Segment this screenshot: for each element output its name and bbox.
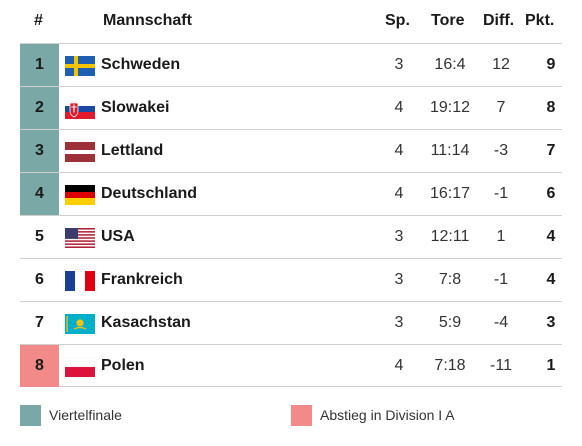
games-cell: 4 <box>394 142 404 159</box>
diff-cell: -1 <box>493 271 509 288</box>
points-cell: 1 <box>546 357 556 374</box>
points-cell: 7 <box>546 142 556 159</box>
table-header: # Mannschaft Sp. Tore Diff. Pkt. <box>0 0 582 42</box>
points-cell: 9 <box>546 56 556 73</box>
table-row: 4 Deutschland 4 16:17 -1 6 <box>20 172 562 215</box>
latvia-flag-icon <box>65 142 95 162</box>
kazakhstan-flag-icon <box>65 314 95 334</box>
team-name: Kasachstan <box>101 314 191 331</box>
germany-flag-icon <box>65 185 95 205</box>
table-row: 1 Schweden 3 16:4 12 9 <box>20 43 562 86</box>
diff-cell: -1 <box>493 185 509 202</box>
goals-cell: 11:14 <box>430 142 470 159</box>
legend-relegation-label: Abstieg in Division I A <box>320 407 455 423</box>
table-row: 3 Lettland 4 11:14 -3 7 <box>20 129 562 172</box>
games-cell: 4 <box>394 99 404 116</box>
legend-quarterfinal: Viertelfinale <box>20 404 122 426</box>
diff-cell: -3 <box>493 142 509 159</box>
team-name: Lettland <box>101 142 164 159</box>
goals-cell: 7:18 <box>434 357 466 374</box>
diff-cell: 12 <box>492 56 510 73</box>
france-flag-icon <box>65 271 95 291</box>
column-header-team: Mannschaft <box>103 12 192 29</box>
team-name: Deutschland <box>101 185 198 202</box>
table-row: 5 USA 3 12:11 1 4 <box>20 215 562 258</box>
games-cell: 4 <box>394 185 404 202</box>
legend-relegation: Abstieg in Division I A <box>291 404 455 426</box>
table-row: 2 Slowakei 4 19:12 7 8 <box>20 86 562 129</box>
relegation-swatch <box>291 404 312 426</box>
games-cell: 3 <box>394 271 404 288</box>
goals-cell: 19:12 <box>429 99 471 116</box>
points-cell: 8 <box>546 99 556 116</box>
quarterfinal-swatch <box>20 404 41 426</box>
rank-cell: 1 <box>20 44 59 86</box>
column-header-games: Sp. <box>385 12 410 29</box>
team-name: Schweden <box>101 56 181 73</box>
table-row: 8 Polen 4 7:18 -11 1 <box>20 344 562 387</box>
points-cell: 3 <box>546 314 556 331</box>
team-name: Frankreich <box>101 271 183 288</box>
diff-cell: -4 <box>493 314 509 331</box>
rank-cell: 2 <box>20 87 59 129</box>
goals-cell: 16:4 <box>434 56 466 73</box>
rank-cell: 7 <box>35 314 44 331</box>
column-header-goals: Tore <box>431 12 465 29</box>
team-name: USA <box>101 228 135 245</box>
slovakia-flag-icon <box>65 99 95 119</box>
points-cell: 4 <box>546 271 556 288</box>
column-header-diff: Diff. <box>483 12 515 29</box>
games-cell: 3 <box>394 314 404 331</box>
column-header-points: Pkt. <box>525 12 555 29</box>
usa-flag-icon <box>65 228 95 248</box>
goals-cell: 7:8 <box>438 271 462 288</box>
games-cell: 4 <box>394 357 404 374</box>
column-header-rank: # <box>34 12 43 29</box>
goals-cell: 12:11 <box>430 228 470 245</box>
legend-quarterfinal-label: Viertelfinale <box>49 407 122 423</box>
poland-flag-icon <box>65 357 95 377</box>
goals-cell: 16:17 <box>429 185 471 202</box>
points-cell: 6 <box>546 185 556 202</box>
rank-cell: 3 <box>20 130 59 172</box>
sweden-flag-icon <box>65 56 95 76</box>
games-cell: 3 <box>394 56 404 73</box>
games-cell: 3 <box>394 228 404 245</box>
rank-cell: 5 <box>35 228 44 245</box>
team-name: Polen <box>101 357 145 374</box>
rank-cell: 4 <box>20 173 59 215</box>
diff-cell: 7 <box>496 99 506 116</box>
rank-cell: 8 <box>20 345 59 387</box>
rank-cell: 6 <box>35 271 44 288</box>
diff-cell: -11 <box>490 357 512 374</box>
points-cell: 4 <box>546 228 556 245</box>
team-name: Slowakei <box>101 99 170 116</box>
diff-cell: 1 <box>496 228 506 245</box>
table-row: 7 Kasachstan 3 5:9 -4 3 <box>20 301 562 344</box>
table-row: 6 Frankreich 3 7:8 -1 4 <box>20 258 562 301</box>
goals-cell: 5:9 <box>438 314 462 331</box>
